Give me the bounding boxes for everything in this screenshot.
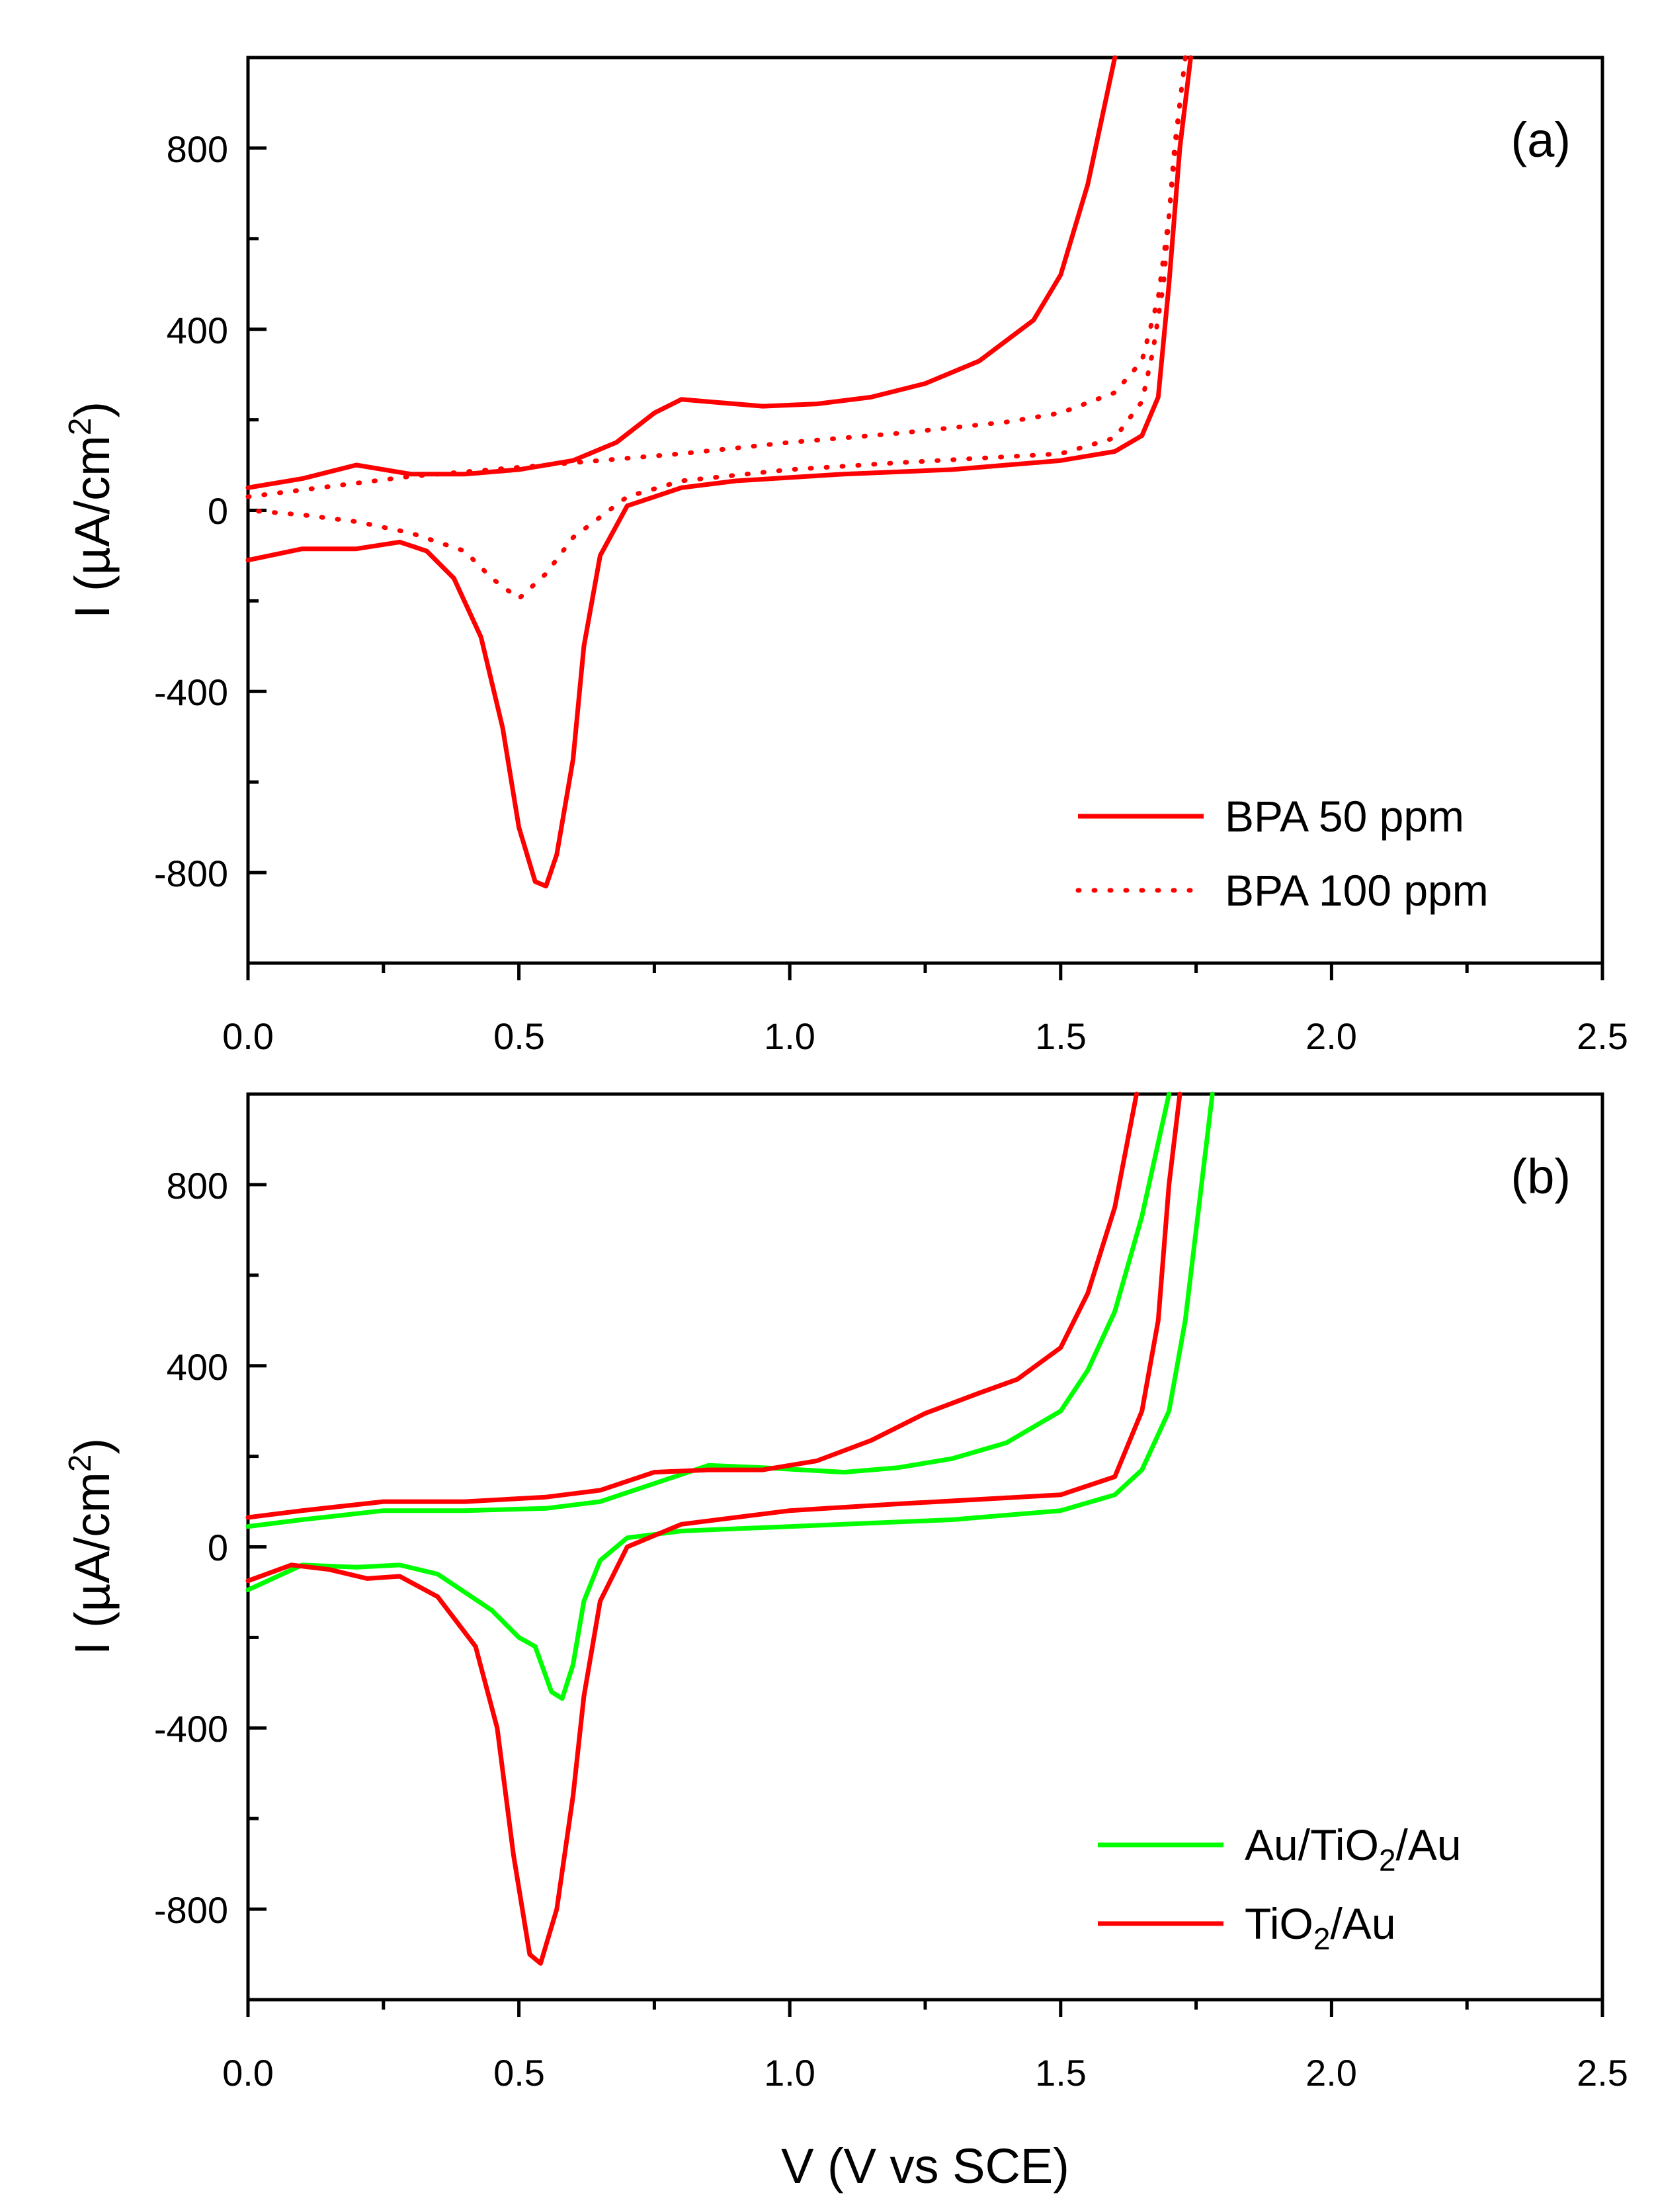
x-tick-label: 0.0 xyxy=(222,1015,274,1057)
series-layer-a xyxy=(245,55,1193,889)
x-tick-label: 1.0 xyxy=(764,2052,815,2094)
y-ticks-b xyxy=(248,1183,267,1911)
x-ticks-a xyxy=(246,963,1604,980)
series-layer-b xyxy=(245,1091,1215,1966)
y-tick-label: 0 xyxy=(208,1527,228,1568)
y-tick-label: 800 xyxy=(167,1165,228,1207)
y-tick-label: -800 xyxy=(154,853,228,894)
y-ticks-a xyxy=(248,146,267,874)
y-tick-label: -800 xyxy=(154,1889,228,1931)
legend-b: Au/TiO2/Au TiO2/Au xyxy=(1098,1820,1462,1956)
legend-label-tio2-au: TiO2/Au xyxy=(1245,1899,1396,1956)
x-axis-title: V (V vs SCE) xyxy=(781,2139,1069,2193)
legend-label-au-tio2-au: Au/TiO2/Au xyxy=(1245,1820,1462,1877)
panel-label-a: (a) xyxy=(1511,112,1571,167)
y-tick-label: 800 xyxy=(167,128,228,170)
x-tick-label: 2.5 xyxy=(1577,1015,1628,1057)
panel-label-b: (b) xyxy=(1511,1149,1571,1204)
x-tick-label: 1.0 xyxy=(764,1015,815,1057)
x-tick-label: 1.5 xyxy=(1035,1015,1087,1057)
legend-a: BPA 50 ppm BPA 100 ppm xyxy=(1075,792,1489,915)
series-line-bpa-100-ppm xyxy=(245,55,1188,601)
y-axis-title-a: I (µA/cm2) xyxy=(63,402,120,618)
series-line-bpa-50-ppm xyxy=(245,55,1193,889)
legend-label-bpa-100: BPA 100 ppm xyxy=(1225,866,1489,915)
legend-label-bpa-50: BPA 50 ppm xyxy=(1225,792,1464,841)
x-tick-label: 2.5 xyxy=(1577,2052,1628,2094)
y-tick-label: 0 xyxy=(208,490,228,532)
y-tick-label: 400 xyxy=(167,1346,228,1388)
x-ticks-b xyxy=(246,2000,1604,2017)
y-tick-label: -400 xyxy=(154,1708,228,1750)
x-tick-label: 2.0 xyxy=(1305,2052,1357,2094)
y-tick-label: 400 xyxy=(167,310,228,351)
panel-a: 800 400 0 -400 -800 0.0 0.5 1.0 1.5 2.0 … xyxy=(63,55,1628,1057)
x-tick-label: 0.5 xyxy=(493,2052,545,2094)
series-line-tio2-au xyxy=(245,1091,1182,1966)
y-axis-title-b: I (µA/cm2) xyxy=(63,1438,120,1655)
y-tick-label: -400 xyxy=(154,671,228,713)
x-tick-label: 0.5 xyxy=(493,1015,545,1057)
x-tick-label: 2.0 xyxy=(1305,1015,1357,1057)
series-line-au-tio2-au xyxy=(245,1091,1215,1701)
x-tick-label: 0.0 xyxy=(222,2052,274,2094)
panel-b: 800 400 0 -400 -800 0.0 0.5 1.0 1.5 2.0 … xyxy=(63,1091,1628,2193)
x-tick-label: 1.5 xyxy=(1035,2052,1087,2094)
